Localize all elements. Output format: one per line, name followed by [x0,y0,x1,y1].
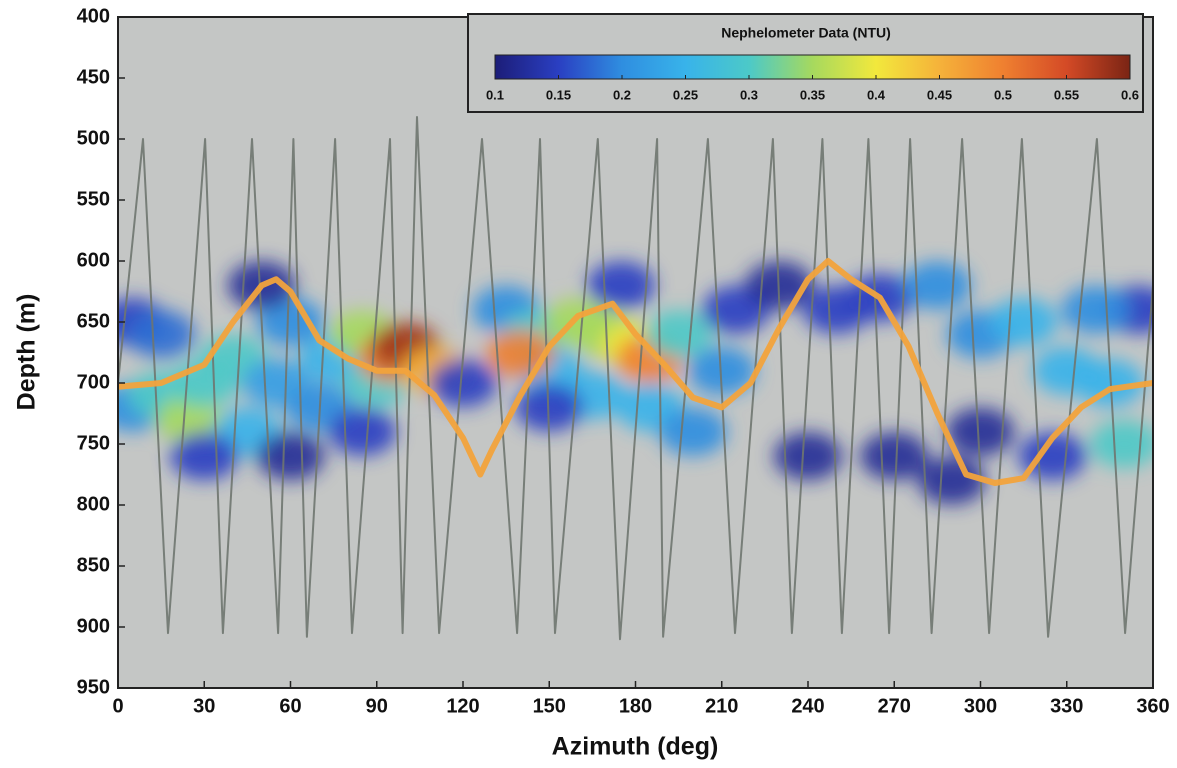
heatmap [118,261,1153,505]
heat-cell [515,383,584,432]
y-tick-label: 950 [77,676,110,698]
x-tick-label: 0 [112,695,123,717]
heat-cell [1090,420,1153,468]
y-tick-label: 650 [77,310,110,332]
colorbar-tick-label: 0.5 [994,87,1012,102]
colorbar-tick-label: 0.3 [740,87,758,102]
x-tick-label: 240 [791,695,824,717]
x-tick-label: 300 [964,695,997,717]
heat-cell [256,298,325,346]
y-tick-label: 400 [77,5,110,27]
heat-cell [127,310,196,359]
y-axis-title: Depth (m) [13,294,41,411]
heat-cell [429,359,497,407]
heat-cell [687,346,756,395]
x-tick-label: 180 [619,695,652,717]
x-tick-label: 270 [878,695,911,717]
axes: 0 30 60 90 120 150 180 210 240 270 300 330 360 400 450… [77,5,1170,717]
y-tick-label: 800 [77,493,110,515]
trajectory-line [118,116,1153,641]
x-tick-label: 210 [705,695,738,717]
x-tick-label: 30 [193,695,215,717]
y-tick-label: 850 [77,554,110,576]
x-tick-label: 330 [1050,695,1083,717]
x-tick-label: 60 [279,695,301,717]
heat-cell [644,310,713,359]
track-line [118,258,1153,486]
colorbar-tick-label: 0.25 [673,87,698,102]
x-tick-label: 120 [446,695,479,717]
y-tick-label: 700 [77,371,110,393]
y-tick-label: 750 [77,432,110,454]
heat-cell [917,456,986,505]
heat-cell [1018,432,1087,481]
y-tick-label: 550 [77,188,110,210]
colorbar-tick-label: 0.4 [867,87,886,102]
heat-cell [659,407,727,456]
x-axis-title: Azimuth (deg) [552,733,719,761]
colorbar-tick-label: 0.55 [1054,87,1079,102]
x-tick-label: 150 [533,695,566,717]
heat-cell [155,395,224,444]
colorbar-tick-label: 0.2 [613,87,631,102]
x-tick-label: 90 [366,695,388,717]
heat-cell [1061,285,1130,334]
y-tick-label: 500 [77,127,110,149]
heat-cell [860,432,929,481]
heat-cell [903,261,972,310]
y-tick-label: 900 [77,615,110,637]
heat-cell [774,432,842,481]
heat-cell [256,432,325,481]
lines [118,116,1153,641]
x-tick-label: 360 [1136,695,1169,717]
colorbar: Nephelometer Data (NTU) 0.1 0.15 0.2 0.25 0.… [467,13,1144,113]
heat-cell [989,298,1058,346]
colorbar-tick-label: 0.35 [800,87,825,102]
colorbar-title: Nephelometer Data (NTU) [721,25,891,41]
heat-cell [946,407,1015,456]
colorbar-tick-label: 0.15 [546,87,571,102]
colorbar-tick-label: 0.6 [1121,87,1139,102]
heat-cell [328,407,397,456]
colorbar-tick-label: 0.1 [486,87,504,102]
heat-cell [170,432,239,481]
y-tick-label: 450 [77,66,110,88]
y-tick-label: 600 [77,249,110,271]
colorbar-tick-label: 0.45 [927,87,952,102]
